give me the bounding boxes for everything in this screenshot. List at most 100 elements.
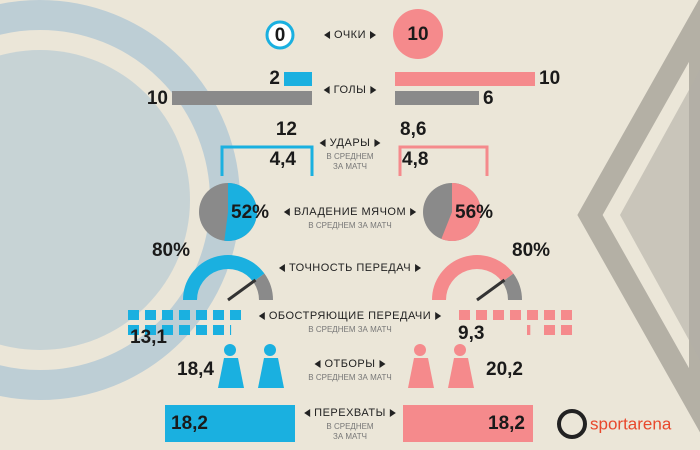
row-label: ОТБОРЫ: [324, 358, 375, 370]
brand-icon: [557, 409, 587, 439]
value-label: 18,2: [171, 413, 208, 434]
row-label: ГОЛЫ: [334, 84, 367, 96]
goal-bar: [395, 72, 535, 86]
value-label: 20,2: [486, 359, 523, 380]
row-label: ОБОСТРЯЮЩИЕ ПЕРЕДАЧИ: [269, 310, 431, 322]
gauge-rest: [501, 273, 522, 301]
arrow-left: [304, 409, 311, 417]
arrow-right: [435, 312, 442, 320]
interception-bar: [165, 405, 295, 442]
square: [544, 325, 555, 335]
square: [162, 310, 173, 320]
row-label: ВЛАДЕНИЕ МЯЧОМ: [294, 206, 406, 218]
player-head: [414, 344, 426, 356]
value-label: 80%: [152, 240, 190, 261]
gauge-fill: [183, 255, 265, 301]
player-body: [218, 358, 244, 388]
value-label: 18,2: [488, 413, 525, 434]
value-label: 12: [276, 119, 297, 140]
square: [561, 325, 572, 335]
pie-slice: [441, 183, 481, 242]
arrow-left: [283, 208, 290, 216]
value-label: 0: [275, 25, 286, 46]
goal-bar: [172, 91, 312, 105]
arrow-left: [278, 264, 285, 272]
square-group: [128, 310, 241, 335]
value-label: 9,3: [458, 323, 484, 344]
value-label: 80%: [512, 240, 550, 261]
square: [527, 325, 531, 335]
arrow-right: [389, 409, 396, 417]
brand-name: sportarena: [590, 414, 672, 433]
value-label: 56%: [455, 202, 493, 223]
shots-bracket: [398, 145, 489, 176]
pie-slice: [224, 183, 257, 241]
player-head: [264, 344, 276, 356]
points-marker: [393, 9, 443, 59]
value-label: 52%: [231, 202, 269, 223]
value-label: 6: [483, 88, 494, 109]
square: [459, 310, 470, 320]
row-sublabel: ЗА МАТЧ: [333, 162, 367, 171]
goal-bar: [395, 91, 479, 105]
gauge-needle: [227, 278, 257, 302]
player-head: [454, 344, 466, 356]
arrow-left: [314, 360, 321, 368]
arrow-right: [370, 86, 377, 94]
goal-bar: [284, 72, 312, 86]
square-group: [459, 310, 572, 335]
arrow-right: [369, 31, 376, 39]
left-logo-fill: [0, 50, 190, 350]
arrow-left: [258, 312, 265, 320]
brand-logo: sportarena: [557, 409, 672, 439]
square: [561, 310, 572, 320]
square: [196, 325, 207, 335]
arrow-left: [324, 31, 331, 39]
right-logo-fill: [620, 70, 700, 360]
square: [493, 310, 504, 320]
value-label: 10: [147, 88, 168, 109]
row-sublabel: В СРЕДНЕМ: [326, 422, 374, 431]
square: [179, 325, 190, 335]
player-body: [408, 358, 434, 388]
row-label: ОЧКИ: [334, 29, 366, 41]
square: [128, 310, 139, 320]
row-label: ТОЧНОСТЬ ПЕРЕДАЧ: [289, 262, 411, 274]
arrow-right: [374, 139, 381, 147]
square: [213, 310, 224, 320]
right-logo: [577, 0, 700, 433]
gauge-fill: [432, 255, 514, 301]
square: [128, 325, 139, 335]
value-label: 13,1: [130, 327, 167, 348]
value-label: 10: [407, 24, 428, 45]
row-sublabel: В СРЕДНЕМ ЗА МАТЧ: [308, 221, 391, 230]
arrow-left: [323, 86, 330, 94]
square: [179, 310, 190, 320]
square: [145, 325, 156, 335]
square: [544, 310, 555, 320]
arrow-right: [379, 360, 386, 368]
shots-bracket: [220, 145, 314, 176]
square: [230, 310, 241, 320]
value-label: 2: [269, 68, 280, 89]
points-marker: [265, 20, 295, 50]
square: [196, 310, 207, 320]
row-sublabel: В СРЕДНЕМ: [326, 152, 374, 161]
row-sublabel: В СРЕДНЕМ ЗА МАТЧ: [308, 373, 391, 382]
interception-bar: [403, 405, 533, 442]
square: [510, 310, 521, 320]
square: [476, 310, 487, 320]
value-label: 4,4: [270, 149, 297, 170]
row-label: ПЕРЕХВАТЫ: [314, 407, 386, 419]
player-body: [258, 358, 284, 388]
value-label: 8,6: [400, 119, 426, 140]
value-label: 10: [539, 68, 560, 89]
square: [527, 310, 538, 320]
square: [230, 325, 232, 335]
arrow-left: [319, 139, 326, 147]
arrow-right: [410, 208, 417, 216]
row-sublabel: ЗА МАТЧ: [333, 432, 367, 441]
player-body: [448, 358, 474, 388]
square: [145, 310, 156, 320]
